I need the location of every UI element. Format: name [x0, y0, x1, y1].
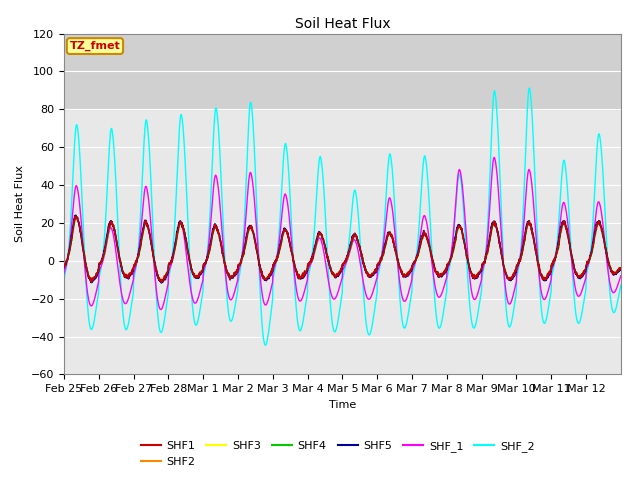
Text: TZ_fmet: TZ_fmet — [70, 41, 120, 51]
Y-axis label: Soil Heat Flux: Soil Heat Flux — [15, 166, 25, 242]
Legend: SHF1, SHF2, SHF3, SHF4, SHF5, SHF_1, SHF_2: SHF1, SHF2, SHF3, SHF4, SHF5, SHF_1, SHF… — [136, 437, 539, 471]
Bar — [64, 34, 621, 109]
X-axis label: Time: Time — [329, 400, 356, 409]
Title: Soil Heat Flux: Soil Heat Flux — [294, 17, 390, 31]
